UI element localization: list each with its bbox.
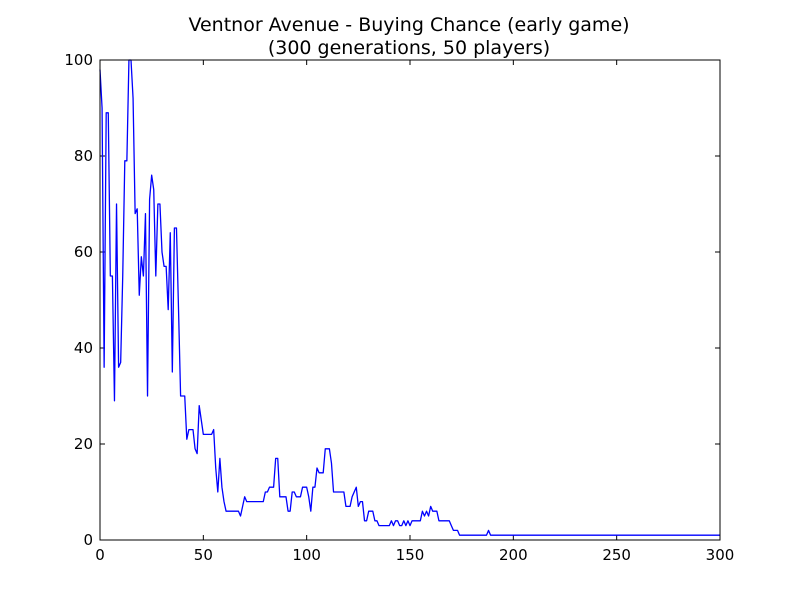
x-tick-label: 300 bbox=[706, 546, 735, 564]
series-line bbox=[99, 59, 720, 536]
plot-frame bbox=[99, 59, 721, 541]
chart-title: Ventnor Avenue - Buying Chance (early ga… bbox=[188, 14, 629, 36]
y-tick-label: 40 bbox=[74, 339, 93, 357]
plot-area bbox=[100, 60, 720, 540]
x-tick-label: 100 bbox=[292, 546, 321, 564]
y-tick-label: 0 bbox=[83, 531, 93, 549]
chart-subtitle: (300 generations, 50 players) bbox=[268, 37, 550, 59]
y-ticks: 0 20 40 60 80 100 bbox=[64, 51, 720, 549]
x-ticks: 0 50 100 150 200 250 300 bbox=[95, 60, 734, 564]
y-tick-label: 20 bbox=[74, 435, 93, 453]
y-tick-label: 100 bbox=[64, 51, 93, 69]
x-tick-label: 0 bbox=[95, 546, 105, 564]
x-tick-label: 150 bbox=[396, 546, 425, 564]
x-tick-label: 250 bbox=[602, 546, 631, 564]
x-tick-label: 50 bbox=[194, 546, 213, 564]
y-tick-label: 80 bbox=[74, 147, 93, 165]
x-tick-label: 200 bbox=[499, 546, 528, 564]
y-tick-label: 60 bbox=[74, 243, 93, 261]
